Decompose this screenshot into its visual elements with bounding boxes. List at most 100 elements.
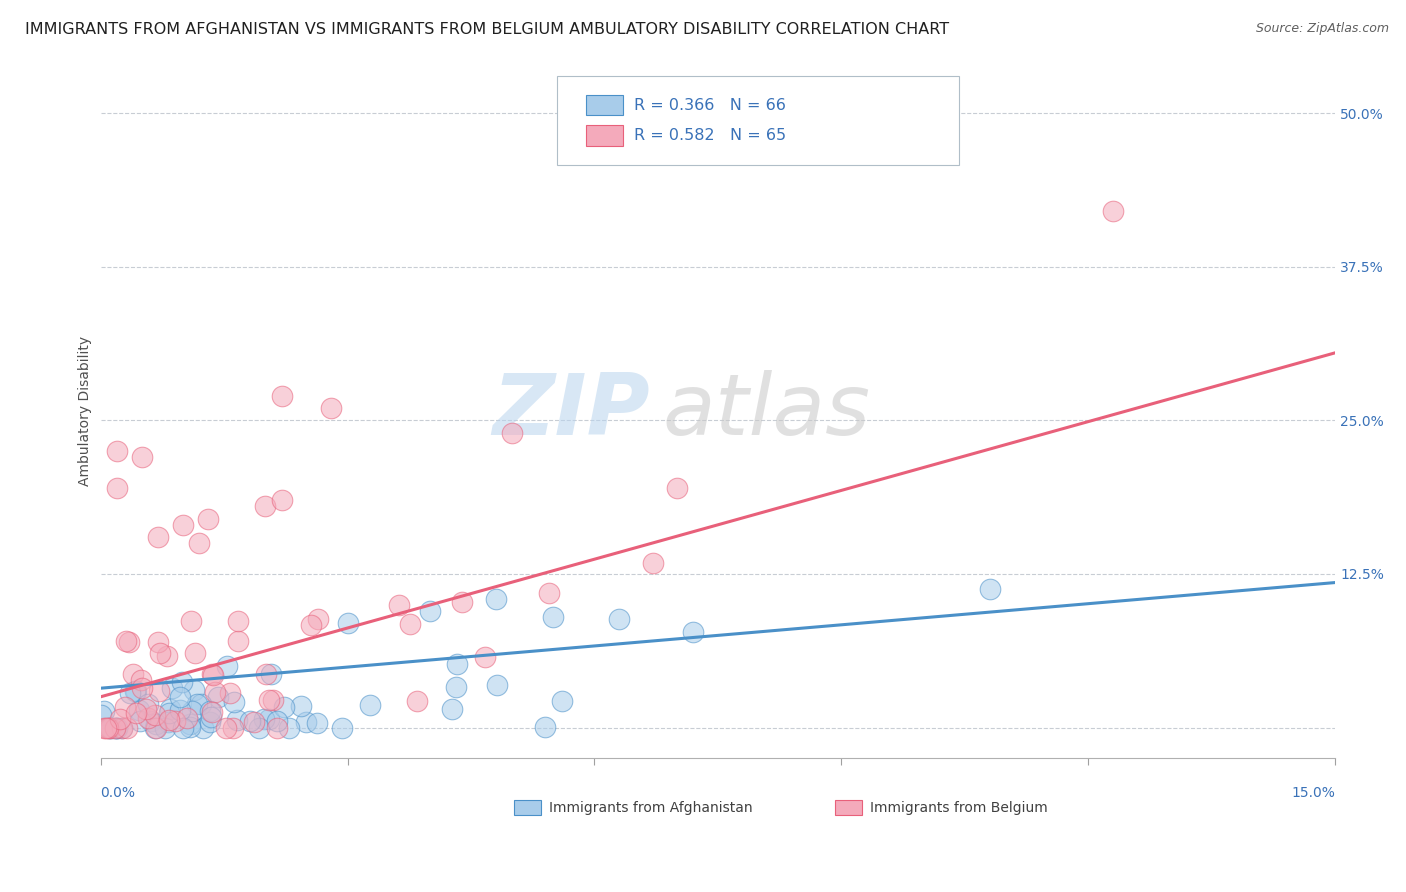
Point xyxy=(135,702,157,716)
Point xyxy=(104,721,127,735)
Point xyxy=(129,714,152,728)
Point xyxy=(307,612,329,626)
Point xyxy=(273,700,295,714)
Text: Immigrants from Afghanistan: Immigrants from Afghanistan xyxy=(548,800,752,814)
Point xyxy=(190,697,212,711)
Text: ZIP: ZIP xyxy=(492,369,650,452)
Point xyxy=(446,657,468,671)
Point xyxy=(146,635,169,649)
Point xyxy=(176,711,198,725)
Point xyxy=(643,556,665,570)
Point xyxy=(136,711,159,725)
Point xyxy=(159,702,181,716)
Point xyxy=(93,704,115,718)
Point xyxy=(262,693,284,707)
Point xyxy=(204,684,226,698)
Text: R = 0.582   N = 65: R = 0.582 N = 65 xyxy=(634,128,786,143)
Point xyxy=(200,714,222,729)
Point xyxy=(501,425,523,440)
Point xyxy=(160,681,183,695)
Point xyxy=(266,721,288,735)
Point xyxy=(228,633,250,648)
Point xyxy=(228,614,250,628)
Point xyxy=(184,646,207,660)
Point xyxy=(172,721,194,735)
Point xyxy=(124,706,146,720)
Point xyxy=(183,683,205,698)
Point xyxy=(105,721,128,735)
Point xyxy=(388,599,411,613)
Point xyxy=(172,517,194,532)
Point xyxy=(180,704,202,718)
Point xyxy=(115,721,138,735)
Point xyxy=(129,673,152,687)
Point xyxy=(124,683,146,698)
Point xyxy=(98,721,121,735)
Point xyxy=(253,713,276,727)
Point xyxy=(148,684,170,698)
Point xyxy=(665,481,688,495)
Point xyxy=(201,668,224,682)
Point xyxy=(243,714,266,729)
Point xyxy=(257,712,280,726)
Point xyxy=(94,721,117,735)
Point xyxy=(186,697,208,711)
Point xyxy=(179,717,201,731)
Point xyxy=(105,721,128,735)
Point xyxy=(270,493,292,508)
Point xyxy=(682,624,704,639)
Point xyxy=(97,721,120,735)
Point xyxy=(550,693,572,707)
Point xyxy=(440,701,463,715)
Point xyxy=(193,721,215,735)
Point xyxy=(277,721,299,735)
Point xyxy=(295,715,318,730)
Point xyxy=(474,650,496,665)
Point xyxy=(290,699,312,714)
Point xyxy=(254,667,277,681)
Point xyxy=(270,389,292,403)
Point xyxy=(148,530,170,544)
Point xyxy=(105,481,128,495)
Point xyxy=(260,666,283,681)
Point xyxy=(979,582,1001,596)
Point xyxy=(319,401,342,415)
Point xyxy=(239,714,262,728)
Point xyxy=(115,633,138,648)
Point xyxy=(139,714,162,728)
Point xyxy=(405,693,427,707)
Point xyxy=(156,648,179,663)
Point xyxy=(131,450,153,465)
Text: Source: ZipAtlas.com: Source: ZipAtlas.com xyxy=(1256,22,1389,36)
Point xyxy=(105,444,128,458)
Point xyxy=(138,697,160,711)
Y-axis label: Ambulatory Disability: Ambulatory Disability xyxy=(79,336,93,486)
Point xyxy=(111,721,134,735)
Point xyxy=(450,595,472,609)
Point xyxy=(128,702,150,716)
FancyBboxPatch shape xyxy=(835,800,862,815)
Point xyxy=(219,686,242,700)
Point xyxy=(103,721,125,735)
Point xyxy=(200,710,222,724)
Point xyxy=(336,616,359,631)
Point xyxy=(247,721,270,735)
Point xyxy=(419,604,441,618)
Point xyxy=(201,666,224,681)
Point xyxy=(97,721,120,735)
Point xyxy=(607,612,630,626)
Point xyxy=(200,704,222,718)
Point xyxy=(145,716,167,731)
Point xyxy=(149,646,172,660)
Point xyxy=(93,721,115,735)
Point xyxy=(201,705,224,719)
Point xyxy=(157,713,180,727)
Point xyxy=(301,618,323,632)
Point xyxy=(214,721,236,735)
Point xyxy=(125,684,148,698)
Point xyxy=(221,721,243,735)
FancyBboxPatch shape xyxy=(515,800,541,815)
Point xyxy=(257,693,280,707)
Text: 15.0%: 15.0% xyxy=(1291,786,1336,800)
Point xyxy=(157,714,180,729)
